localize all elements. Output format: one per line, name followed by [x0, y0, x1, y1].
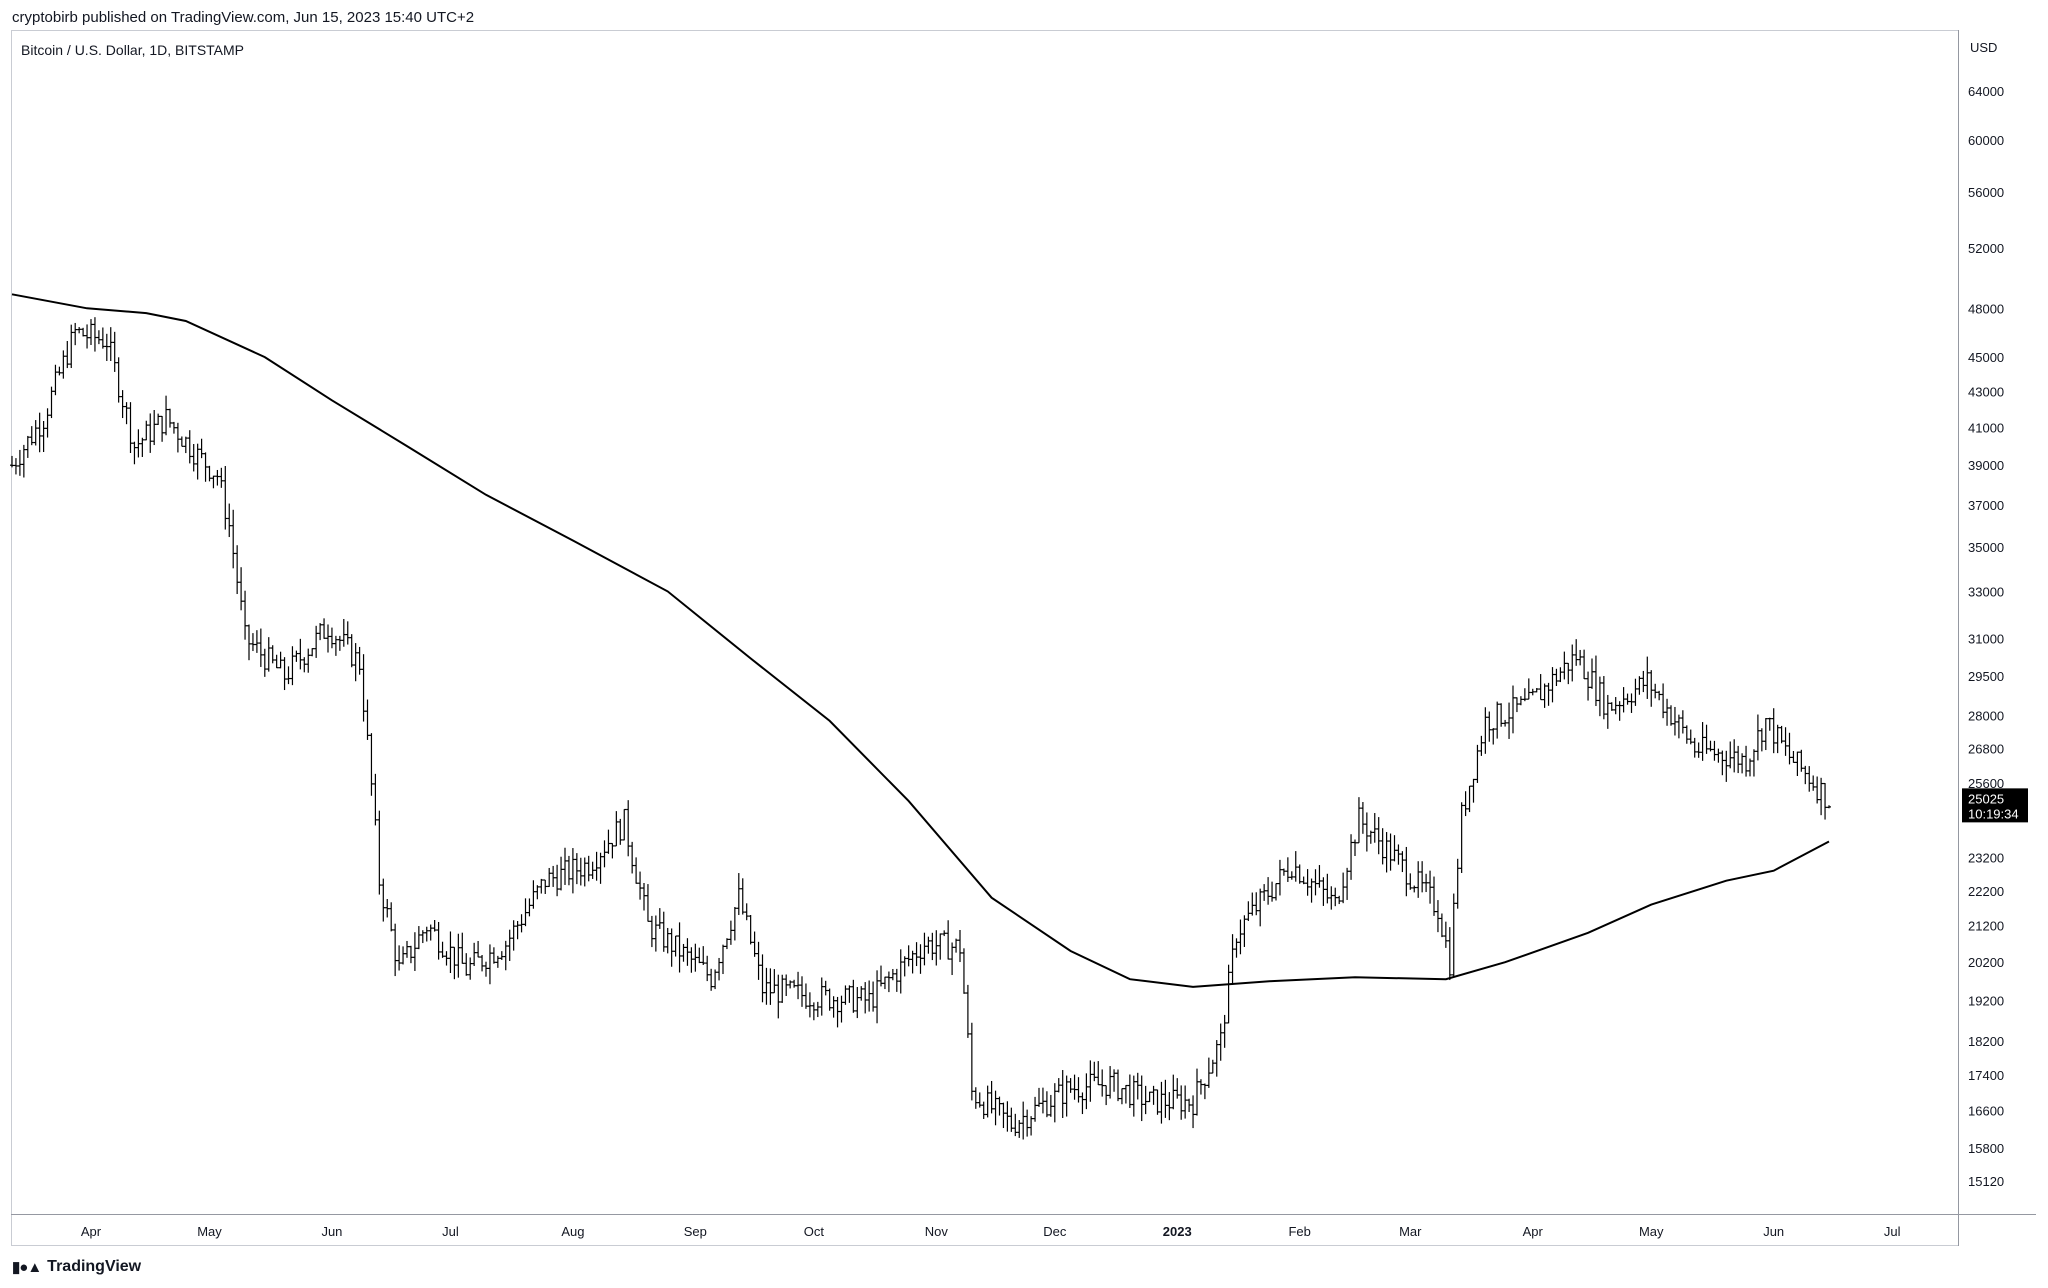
- price-tick-label: 52000: [1968, 241, 2004, 256]
- symbol-title: Bitcoin / U.S. Dollar, 1D, BITSTAMP: [21, 42, 245, 58]
- price-tick-label: 31000: [1968, 632, 2004, 647]
- price-tick-label: 22200: [1968, 884, 2004, 899]
- last-price-value: 25025: [1968, 791, 2004, 806]
- price-tick-label: 16600: [1968, 1103, 2004, 1118]
- chart-pane[interactable]: [11, 30, 1959, 1246]
- tradingview-logo-icon: ▮●▲: [12, 1259, 42, 1276]
- tradingview-logo-text: TradingView: [47, 1258, 142, 1275]
- price-tick-label: 21200: [1968, 919, 2004, 934]
- tradingview-logo[interactable]: ▮●▲ TradingView: [12, 1258, 141, 1276]
- price-tick-label: 17400: [1968, 1068, 2004, 1083]
- price-axis-labels: 64000 60000 56000 52000 48000 45000 43000 41000…: [1968, 84, 2004, 1189]
- bar-countdown: 10:19:34: [1968, 806, 2019, 821]
- last-price-badge: [1962, 788, 2028, 823]
- price-tick-label: 48000: [1968, 301, 2004, 316]
- price-tick-label: 29500: [1968, 669, 2004, 684]
- publisher-line: cryptobirb published on TradingView.com,…: [12, 9, 475, 26]
- price-tick-label: 20200: [1968, 955, 2004, 970]
- price-tick-label: 35000: [1968, 540, 2004, 555]
- price-tick-label: 45000: [1968, 350, 2004, 365]
- price-tick-label: 28000: [1968, 709, 2004, 724]
- price-tick-label: 60000: [1968, 133, 2004, 148]
- price-tick-label: 33000: [1968, 584, 2004, 599]
- price-tick-label: 15120: [1968, 1174, 2004, 1189]
- price-tick-label: 41000: [1968, 420, 2004, 435]
- price-tick-label: 19200: [1968, 994, 2004, 1009]
- price-tick-label: 43000: [1968, 384, 2004, 399]
- price-tick-label: 64000: [1968, 84, 2004, 99]
- price-tick-label: 23200: [1968, 851, 2004, 866]
- price-tick-label: 25600: [1968, 776, 2004, 791]
- price-tick-label: 37000: [1968, 498, 2004, 513]
- price-tick-label: 15800: [1968, 1141, 2004, 1156]
- time-axis-border: [11, 1214, 2036, 1215]
- price-axis-border: [1958, 30, 1959, 1246]
- price-tick-label: 39000: [1968, 458, 2004, 473]
- currency-label: USD: [1970, 40, 1998, 55]
- price-tick-label: 56000: [1968, 185, 2004, 200]
- price-tick-label: 18200: [1968, 1034, 2004, 1049]
- price-tick-label: 26800: [1968, 742, 2004, 757]
